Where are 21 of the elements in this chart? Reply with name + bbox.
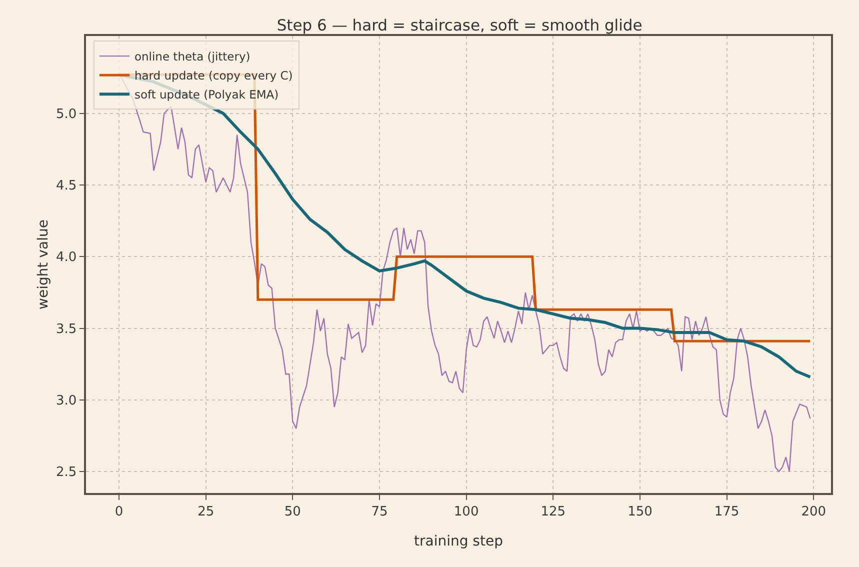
x-tick-label: 150 [628, 504, 652, 520]
y-axis-title: weight value [36, 220, 52, 310]
legend-label: online theta (jittery) [134, 50, 250, 64]
y-tick-label: 4.5 [56, 178, 77, 194]
legend-label: hard update (copy every C) [134, 68, 293, 83]
x-tick-label: 175 [714, 504, 740, 520]
x-tick-label: 125 [540, 504, 566, 520]
y-tick-label: 2.5 [56, 465, 77, 480]
y-tick-label: 3.0 [56, 393, 77, 408]
chart-title: Step 6 — hard = staircase, soft = smooth glide [276, 16, 642, 35]
x-axis-title: training step [414, 534, 504, 550]
y-tick-label: 4.0 [56, 250, 77, 266]
x-tick-label: 50 [284, 504, 301, 520]
x-tick-label: 25 [198, 504, 214, 520]
x-tick-label: 75 [371, 504, 388, 520]
x-tick-label: 0 [114, 504, 124, 520]
y-tick-label: 3.5 [56, 322, 77, 337]
x-tick-label: 200 [801, 504, 826, 520]
y-tick-label: 5.0 [56, 106, 77, 122]
x-tick-label: 100 [454, 504, 479, 520]
legend-label: soft update (Polyak EMA) [134, 88, 279, 102]
